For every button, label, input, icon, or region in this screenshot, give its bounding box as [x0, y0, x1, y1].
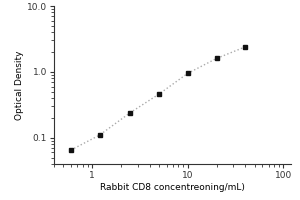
- Y-axis label: Optical Density: Optical Density: [15, 50, 24, 120]
- X-axis label: Rabbit CD8 concentreoning/mL): Rabbit CD8 concentreoning/mL): [100, 183, 245, 192]
